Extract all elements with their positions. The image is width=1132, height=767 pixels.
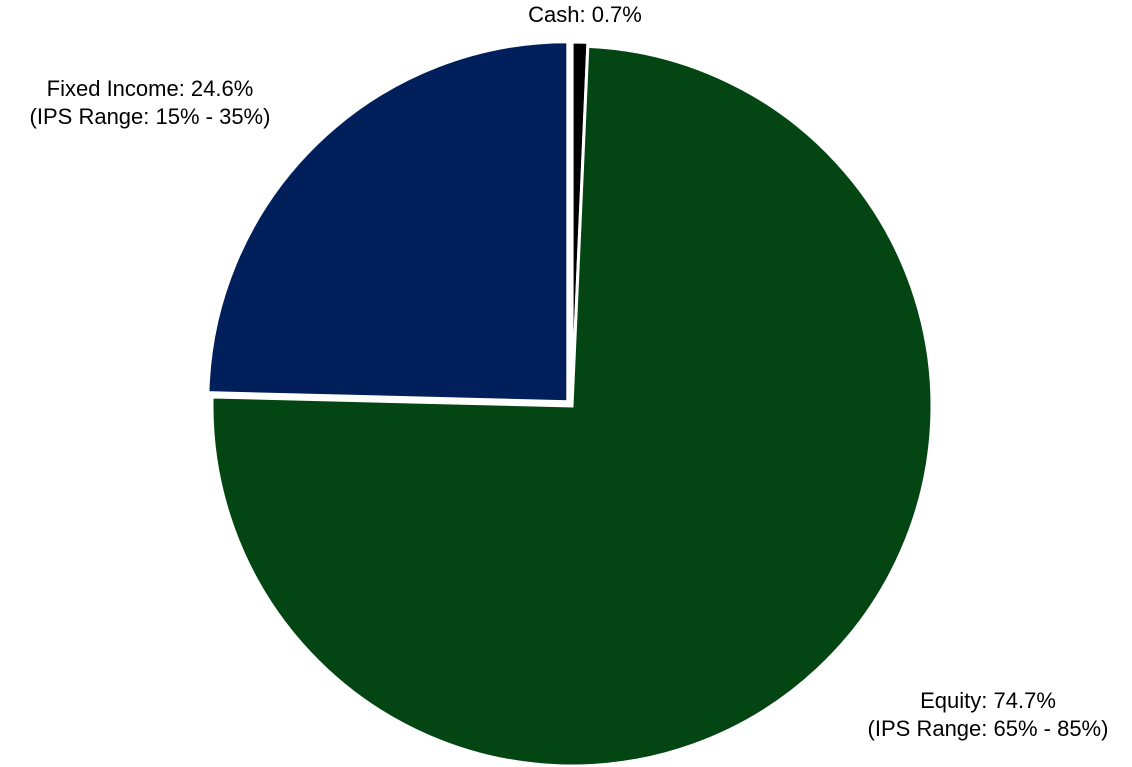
- pie-slice-equity: [210, 44, 934, 767]
- data-label-cash-line-1: Cash: 0.7%: [528, 2, 642, 27]
- data-label-fixed-income-line-2: (IPS Range: 15% - 35%): [30, 104, 271, 129]
- pie-slices: [206, 40, 934, 767]
- data-label-fixed-income: Fixed Income: 24.6% (IPS Range: 15% - 35%…: [30, 76, 271, 129]
- data-label-equity-line-1: Equity: 74.7%: [920, 688, 1056, 713]
- pie-labels: Cash: 0.7% Equity: 74.7% (IPS Range: 65% -…: [30, 2, 1109, 741]
- data-label-fixed-income-line-1: Fixed Income: 24.6%: [47, 76, 254, 101]
- data-label-cash: Cash: 0.7%: [528, 2, 642, 27]
- pie-slice-fixed-income: [206, 40, 570, 404]
- data-label-equity: Equity: 74.7% (IPS Range: 65% - 85%): [868, 688, 1109, 741]
- data-label-equity-line-2: (IPS Range: 65% - 85%): [868, 716, 1109, 741]
